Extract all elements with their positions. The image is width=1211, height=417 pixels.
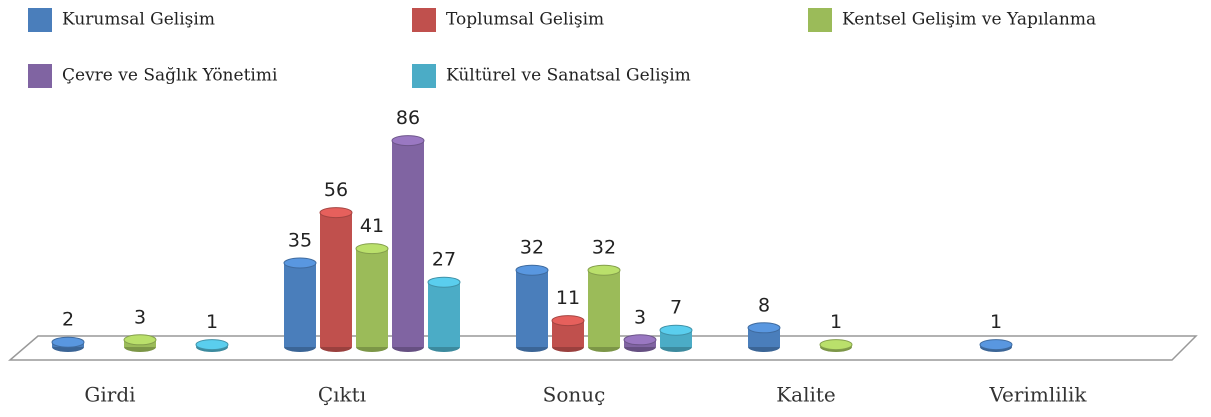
bar-top <box>195 339 229 351</box>
data-label: 1 <box>206 311 218 333</box>
bar-body <box>428 282 460 347</box>
bar-body <box>588 270 620 347</box>
bar <box>659 324 693 352</box>
data-label: 35 <box>288 230 312 252</box>
bar-body <box>284 263 316 347</box>
bar-top <box>659 324 693 336</box>
bar-top <box>123 334 157 346</box>
bar-body <box>392 140 424 347</box>
legend-swatch <box>412 8 436 32</box>
bar-top <box>623 334 657 346</box>
bar <box>747 322 781 352</box>
legend-label: Kurumsal Gelişim <box>62 10 215 30</box>
bar-top <box>355 243 389 255</box>
bar-top <box>587 264 621 276</box>
bar-top <box>51 336 85 348</box>
bar-top <box>819 339 853 351</box>
legend-swatch <box>28 64 52 88</box>
data-label: 2 <box>62 309 74 331</box>
bar-top <box>515 264 549 276</box>
bar <box>551 315 585 352</box>
bar-top <box>551 315 585 327</box>
data-label: 7 <box>670 297 682 319</box>
bar-top <box>427 276 461 288</box>
bar <box>319 207 353 352</box>
x-tick-label: Sonuç <box>543 383 606 407</box>
bar <box>391 135 425 352</box>
bar <box>195 339 229 352</box>
legend-swatch <box>412 64 436 88</box>
data-label: 86 <box>396 107 420 129</box>
bar-body <box>516 270 548 347</box>
data-label: 3 <box>134 306 146 328</box>
data-label: 32 <box>520 237 544 259</box>
bar <box>355 243 389 352</box>
x-tick-label: Kalite <box>776 383 836 407</box>
data-label: 1 <box>830 311 842 333</box>
bar-top <box>391 135 425 147</box>
x-tick-label: Girdi <box>84 383 135 407</box>
bar <box>123 334 157 352</box>
bar-top <box>319 207 353 219</box>
legend-swatch <box>808 8 832 32</box>
legend-label: Kültürel ve Sanatsal Gelişim <box>446 66 691 86</box>
data-label: 56 <box>324 179 348 201</box>
bar-body <box>320 212 352 347</box>
bar <box>979 339 1013 352</box>
x-tick-label: Çıktı <box>318 383 366 407</box>
data-label: 3 <box>634 306 646 328</box>
data-label: 41 <box>360 215 384 237</box>
bar <box>587 264 621 352</box>
legend-label: Toplumsal Gelişim <box>446 10 604 30</box>
bar-body <box>356 248 388 347</box>
bar <box>819 339 853 352</box>
bar <box>623 334 657 352</box>
data-label: 32 <box>592 237 616 259</box>
bar <box>515 264 549 352</box>
data-label: 8 <box>758 294 770 316</box>
legend-label: Çevre ve Sağlık Yönetimi <box>62 66 278 86</box>
bar-top <box>979 339 1013 351</box>
x-tick-label: Verimlilik <box>988 383 1087 407</box>
data-label: 11 <box>556 287 580 309</box>
bar-top <box>283 257 317 269</box>
data-label: 1 <box>990 311 1002 333</box>
data-label: 27 <box>432 249 456 271</box>
legend-label: Kentsel Gelişim ve Yapılanma <box>842 10 1096 30</box>
bar <box>283 257 317 352</box>
bar-top <box>747 322 781 334</box>
bar <box>51 336 85 352</box>
legend-swatch <box>28 8 52 32</box>
bar <box>427 276 461 352</box>
